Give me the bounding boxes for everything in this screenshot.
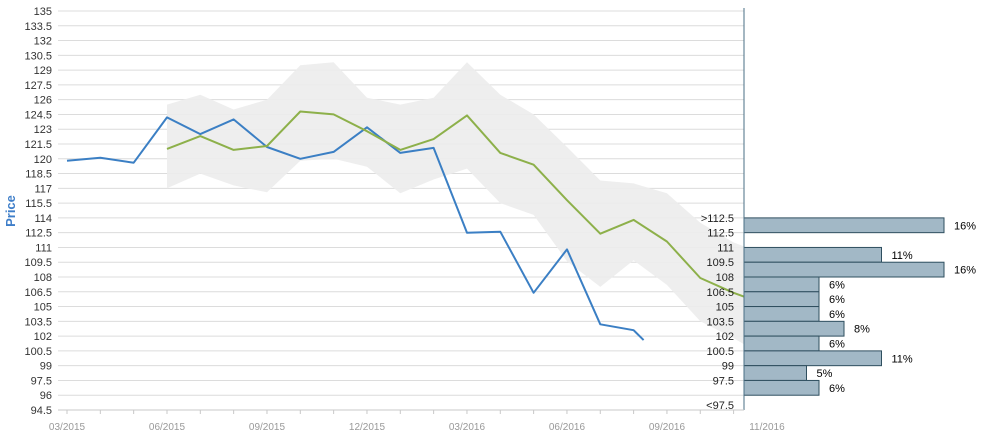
y-tick-label: 112.5 xyxy=(25,228,52,240)
distribution-bar xyxy=(743,350,882,367)
distribution-percent: 6% xyxy=(829,339,845,351)
distribution-percent: 5% xyxy=(817,368,833,380)
y-tick-label: 99 xyxy=(40,361,52,373)
y-tick-label: 111 xyxy=(35,242,52,254)
distribution-bars: 16% >112.5 11% 111 16% 6% 6% 6% 8% 6% 11% 5% 6% 112.5… xyxy=(701,213,976,412)
distribution-bin-label: 99 xyxy=(722,361,734,373)
x-axis-ticks: 03/2015 06/2015 09/2015 12/2015 03/2016 06/20… xyxy=(49,410,785,433)
y-tick-label: 130.5 xyxy=(24,50,52,62)
y-tick-label: 133.5 xyxy=(24,21,52,33)
y-tick-label: 103.5 xyxy=(24,316,52,328)
distribution-bin-label: 100.5 xyxy=(706,346,734,358)
distribution-bin-label: 111 xyxy=(717,242,734,254)
y-tick-label: 123 xyxy=(34,124,52,136)
distribution-bar xyxy=(743,320,845,337)
distribution-bin-label: 102 xyxy=(716,331,734,343)
x-tick-label: 06/2015 xyxy=(149,422,186,433)
x-tick-label: 09/2015 xyxy=(249,422,286,433)
y-tick-label: 96 xyxy=(40,390,52,402)
distribution-percent: 11% xyxy=(892,353,913,365)
y-tick-label: 97.5 xyxy=(31,375,52,387)
y-tick-label: 115.5 xyxy=(25,198,52,210)
y-tick-label: 124.5 xyxy=(24,109,52,121)
distribution-bar xyxy=(743,261,945,278)
distribution-percent: 6% xyxy=(829,383,845,395)
distribution-percent: 16% xyxy=(954,265,976,277)
y-tick-label: 94.5 xyxy=(31,405,52,417)
distribution-bin-label: <97.5 xyxy=(706,400,734,412)
distribution-bar xyxy=(743,291,820,308)
distribution-percent: 6% xyxy=(829,279,845,291)
actual-series-line xyxy=(66,116,645,341)
y-tick-label: 127.5 xyxy=(24,80,52,92)
distribution-percent: 11% xyxy=(892,250,913,262)
y-tick-label: 114 xyxy=(34,213,52,225)
y-tick-label: 126 xyxy=(34,95,52,107)
y-tick-label: 100.5 xyxy=(24,346,52,358)
y-tick-label: 129 xyxy=(34,65,52,77)
distribution-bar xyxy=(743,306,820,322)
distribution-bin-label: 112.5 xyxy=(707,228,734,240)
distribution-bin-label: 109.5 xyxy=(706,257,734,269)
distribution-bar xyxy=(743,217,945,234)
distribution-bin-label: 97.5 xyxy=(713,375,734,387)
y-axis-ticks: 94.5 96 97.5 99 100.5 102 103.5 105 106.5 108 109.… xyxy=(24,6,52,417)
x-tick-label: 09/2016 xyxy=(649,422,686,433)
y-tick-label: 135 xyxy=(34,6,52,18)
distribution-percent: 6% xyxy=(829,294,845,306)
y-tick-label: 102 xyxy=(34,331,52,343)
y-tick-label: 108 xyxy=(34,272,52,284)
y-tick-label: 106.5 xyxy=(24,287,52,299)
y-tick-label: 109.5 xyxy=(24,257,52,269)
distribution-bin-label: 106.5 xyxy=(706,287,734,299)
distribution-bar xyxy=(743,335,820,352)
distribution-bar xyxy=(743,365,807,381)
x-tick-label: 03/2016 xyxy=(449,422,486,433)
forecast-band xyxy=(167,62,747,346)
x-tick-label: 12/2015 xyxy=(349,422,386,433)
distribution-bar xyxy=(743,246,882,263)
distribution-bin-label: 105 xyxy=(716,302,734,314)
y-tick-label: 117 xyxy=(34,183,52,195)
x-tick-label: 03/2015 xyxy=(49,422,86,433)
distribution-percent: 16% xyxy=(954,220,976,232)
y-tick-label: 132 xyxy=(34,36,52,48)
x-tick-label: 11/2016 xyxy=(749,422,785,433)
y-axis-label: Price xyxy=(3,195,18,227)
confidence-band xyxy=(167,62,747,346)
x-tick-label: 06/2016 xyxy=(549,422,586,433)
distribution-bin-label: 103.5 xyxy=(706,316,734,328)
forecast-series-line xyxy=(166,110,748,299)
series-lines xyxy=(66,110,748,341)
distribution-bin-label: >112.5 xyxy=(701,213,734,225)
y-tick-label: 105 xyxy=(34,302,52,314)
y-tick-label: 120 xyxy=(34,154,52,166)
distribution-percent: 8% xyxy=(854,324,870,336)
y-tick-label: 118.5 xyxy=(25,169,52,181)
distribution-bar xyxy=(743,379,820,396)
distribution-bar xyxy=(743,276,820,293)
distribution-bin-label: 108 xyxy=(716,272,734,284)
y-tick-label: 121.5 xyxy=(24,139,52,151)
distribution-percent: 6% xyxy=(829,309,845,321)
